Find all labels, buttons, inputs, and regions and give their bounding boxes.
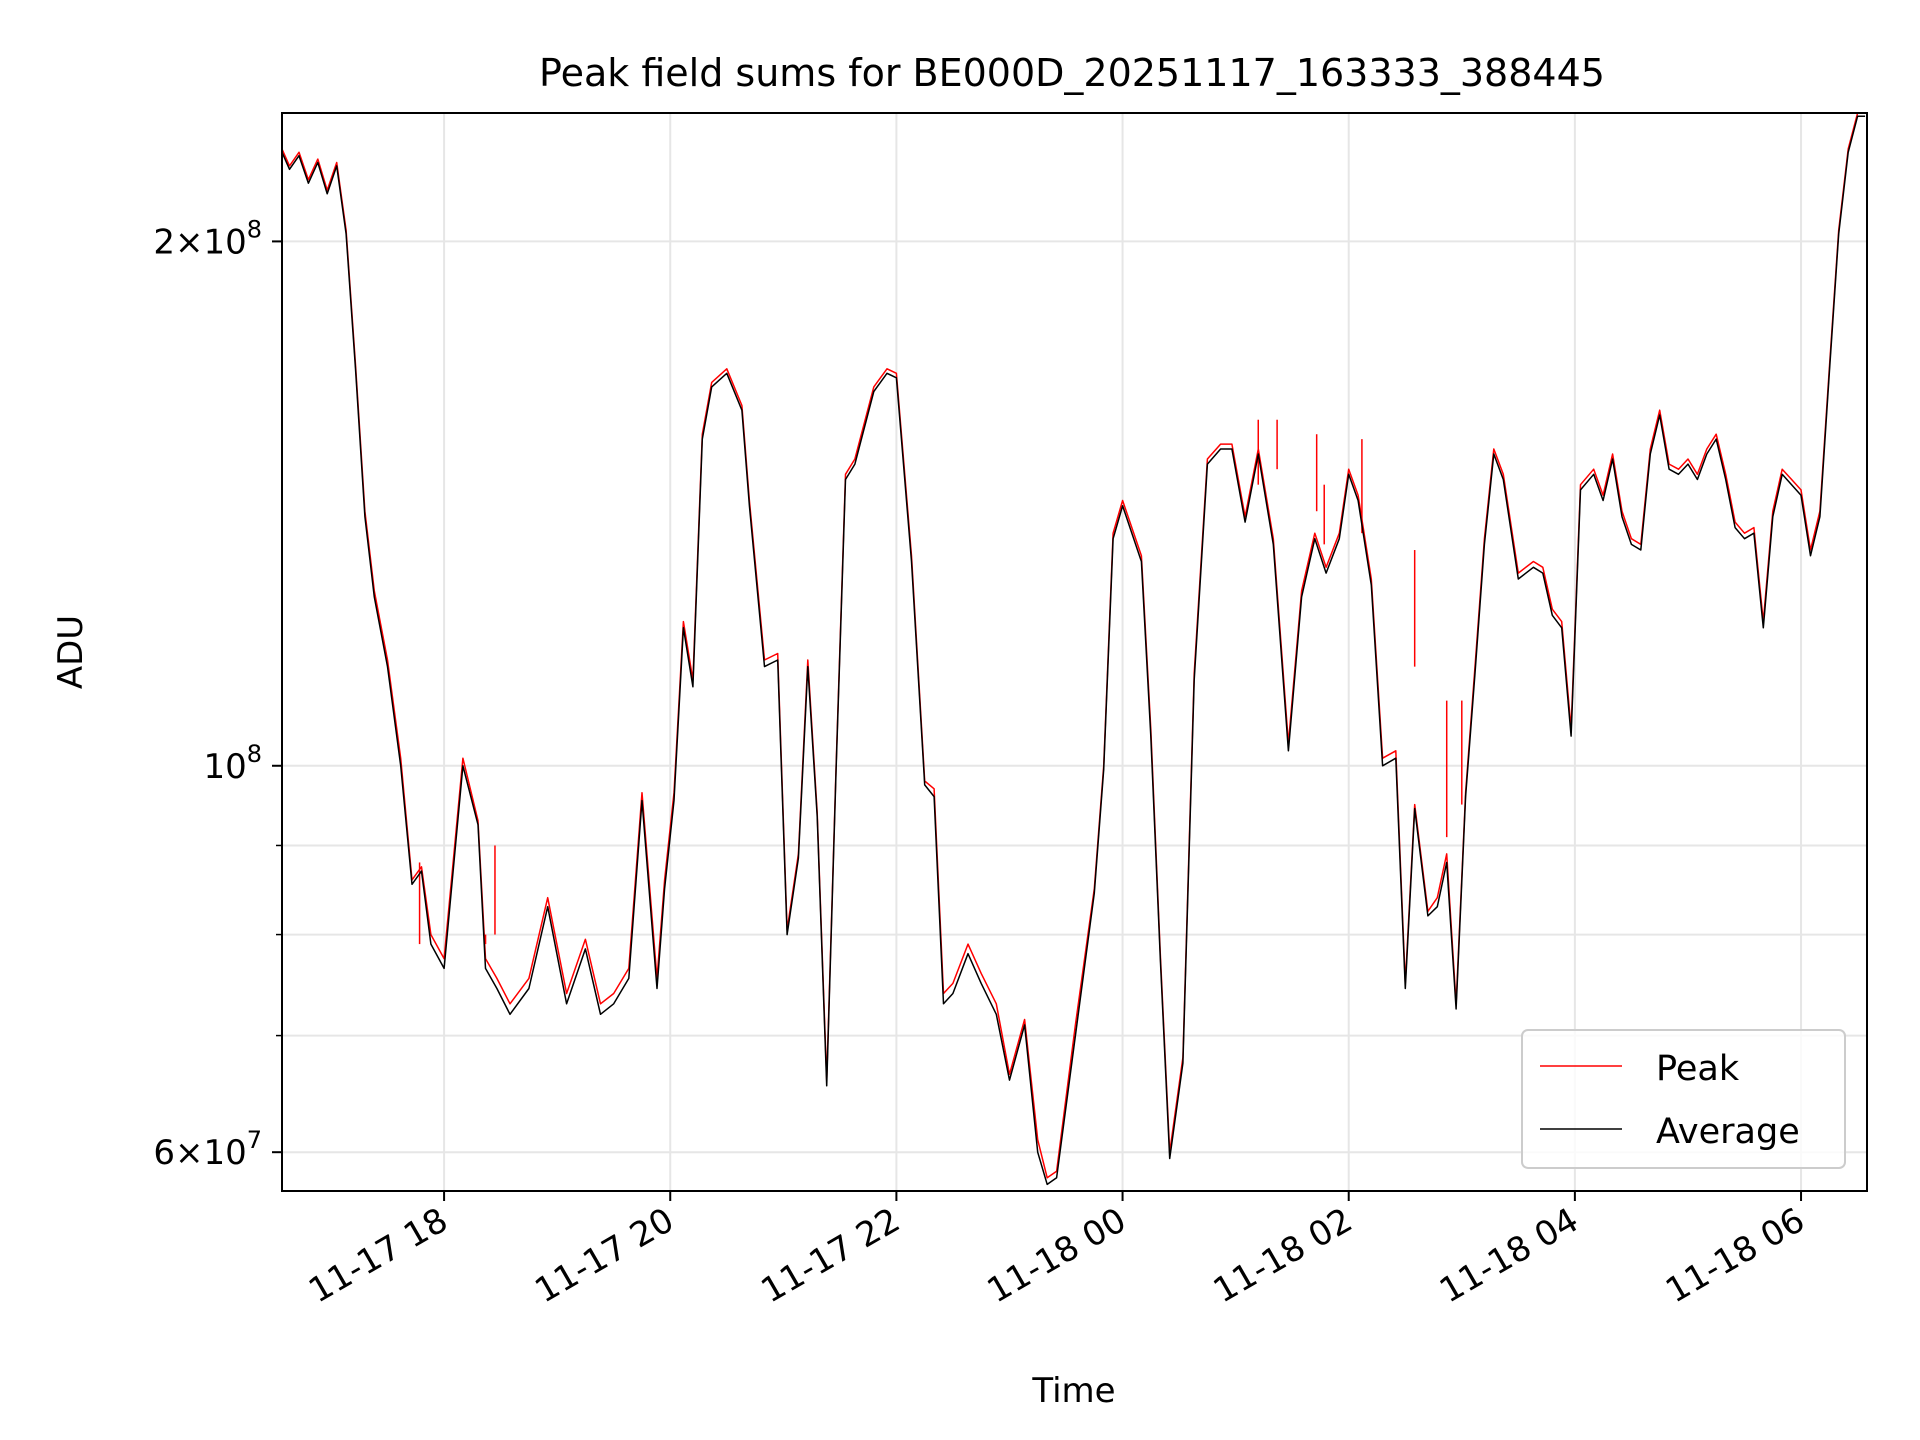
series-line-average <box>282 115 1866 1186</box>
y-axis-label: ADU <box>51 615 91 689</box>
plot-frame <box>281 112 1868 1192</box>
x-axis-label: Time <box>1031 1371 1115 1411</box>
y-tick-label: 6×107 <box>153 1126 262 1173</box>
legend: Peak Average <box>1521 1029 1846 1169</box>
chart-title: Peak field sums for BE000D_20251117_1633… <box>539 51 1605 95</box>
legend-label-peak: Peak <box>1656 1049 1740 1089</box>
y-tick-label: 2×108 <box>153 215 262 262</box>
legend-box <box>1521 1029 1846 1169</box>
peak-spikes <box>418 419 1463 945</box>
legend-label-average: Average <box>1656 1112 1800 1152</box>
y-tick-label: 108 <box>203 740 262 787</box>
